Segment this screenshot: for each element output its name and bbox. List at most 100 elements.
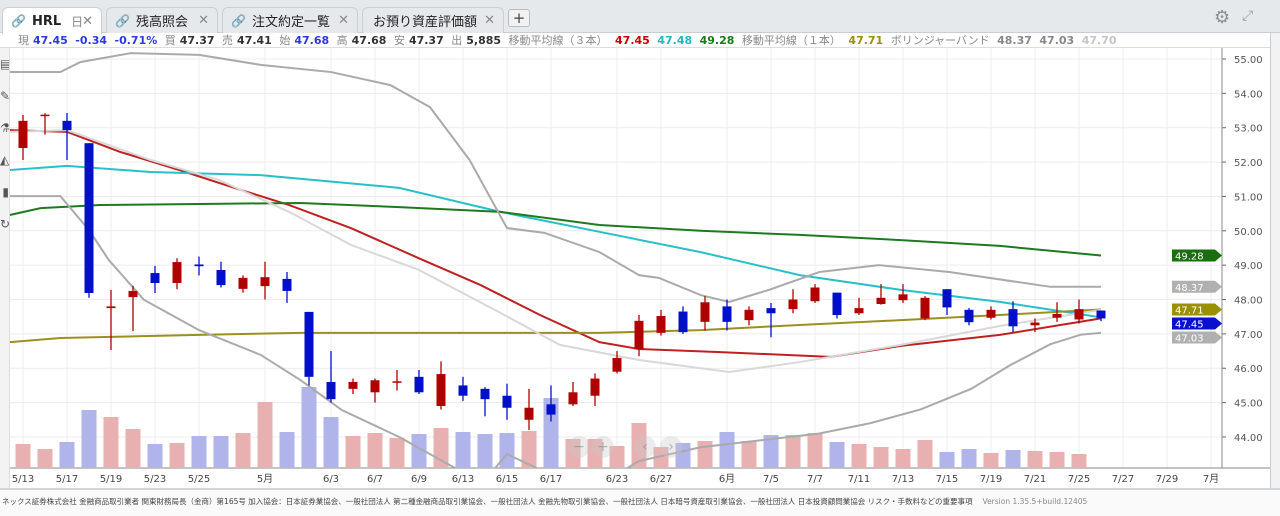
- pencil-icon[interactable]: ✎: [0, 89, 10, 103]
- x-tick-label: 6/3: [323, 474, 339, 485]
- volume-bar: [1005, 450, 1021, 468]
- version-label: Version 1.35.5+build.12405: [982, 497, 1088, 506]
- close-icon[interactable]: ✕: [82, 13, 93, 29]
- volume-bar: [609, 446, 625, 468]
- shape-icon[interactable]: ◭: [0, 153, 10, 167]
- candle-body: [392, 381, 402, 383]
- scroll-left-button[interactable]: ‹: [634, 436, 656, 458]
- ma3-value-1: 47.45: [615, 34, 650, 47]
- low: 47.37: [408, 34, 444, 47]
- candle-body: [1074, 309, 1084, 320]
- ma3-value-2: 47.48: [657, 34, 693, 47]
- volume-bar: [983, 453, 999, 468]
- candle-body: [172, 262, 182, 284]
- close-icon[interactable]: ✕: [338, 13, 349, 28]
- price-tag-label: 47.71: [1175, 305, 1204, 316]
- candlestick-chart[interactable]: 55.00 54.00 53.00 52.00 51.00 50.00 49.00 48.00…: [0, 48, 1270, 488]
- candle-body: [414, 376, 424, 393]
- bb-label: ボリンジャーバンド: [890, 34, 990, 47]
- candle-body: [1052, 313, 1062, 318]
- x-tick-label: 6/17: [540, 474, 562, 485]
- volume: 5,885: [466, 34, 502, 47]
- flask-icon[interactable]: ⚗: [0, 121, 10, 135]
- volume-bar: [961, 449, 977, 468]
- indicator-line: [10, 308, 1102, 344]
- volume-bar: [147, 444, 163, 468]
- tab-orders[interactable]: 🔗 注文約定一覧 ✕: [222, 7, 358, 33]
- volume-bar: [873, 447, 889, 468]
- tab-hrl[interactable]: 🔗 HRL 日 ✕: [2, 7, 102, 34]
- candle-body: [656, 316, 666, 333]
- bid-label: 買: [164, 34, 176, 47]
- candle-body: [480, 388, 490, 400]
- price-tag: [1172, 317, 1222, 330]
- candle-body: [744, 309, 754, 321]
- zoom-out-button[interactable]: −: [568, 436, 590, 458]
- scrollbar[interactable]: [1270, 33, 1280, 488]
- add-tab-button[interactable]: +: [508, 9, 530, 27]
- volume-bar: [829, 442, 845, 468]
- volume-bar: [125, 429, 141, 468]
- x-tick-label: 6/7: [367, 474, 383, 485]
- candle-body: [370, 380, 380, 393]
- candle-body: [18, 120, 28, 148]
- indicator-line: [10, 201, 1102, 257]
- price-tag: [1172, 249, 1222, 262]
- refresh-icon[interactable]: ↻: [0, 217, 10, 231]
- volume-bar: [191, 436, 207, 468]
- candle-body: [436, 374, 446, 407]
- drawing-toolbar: ▤ ✎ ⚗ ◭ ▮ ↻: [0, 48, 10, 488]
- volume-bar: [807, 433, 823, 468]
- y-tick-label: 49.00: [1234, 261, 1263, 272]
- volume-bar: [1027, 451, 1043, 468]
- candle-body: [1008, 309, 1018, 327]
- tab-balance[interactable]: 🔗 残高照会 ✕: [106, 7, 218, 33]
- current-label: 現: [18, 34, 29, 47]
- link-icon: 🔗: [11, 14, 26, 28]
- candle-body: [722, 306, 732, 322]
- gear-icon[interactable]: ⚙: [1214, 7, 1231, 28]
- calendar-icon[interactable]: ▤: [0, 48, 9, 80]
- bar-chart-icon[interactable]: ▮: [2, 185, 9, 199]
- y-tick-label: 55.00: [1234, 55, 1263, 66]
- bb-upper: 48.37: [997, 34, 1032, 47]
- candle-body: [282, 278, 292, 291]
- candle-body: [678, 311, 688, 333]
- x-tick-label: 5/23: [144, 474, 166, 485]
- plot-area: [10, 52, 1106, 468]
- zoom-in-button[interactable]: +: [592, 436, 614, 458]
- footer-disclosure[interactable]: ネックス証券株式会社 金融商品取引業者 関東財務局長（金商）第165号 加入協会…: [2, 497, 973, 506]
- candle-body: [216, 269, 226, 286]
- candle-body: [766, 308, 776, 314]
- high-label: 高: [336, 34, 348, 47]
- close-icon[interactable]: ✕: [484, 13, 495, 28]
- x-tick-label: 5/25: [188, 474, 210, 485]
- x-tick-label: 7/19: [980, 474, 1002, 485]
- candle-body: [876, 297, 886, 304]
- y-tick-label: 53.00: [1234, 124, 1263, 135]
- candle-body: [788, 299, 798, 310]
- candle-body: [986, 309, 996, 318]
- volume-bar: [587, 439, 603, 468]
- price-tag: [1172, 303, 1222, 316]
- close-icon[interactable]: ✕: [198, 13, 209, 28]
- x-tick-label: 7/11: [848, 474, 870, 485]
- volume-bar: [235, 433, 251, 468]
- candle-body: [502, 395, 512, 408]
- tab-assets[interactable]: お預り資産評価額 ✕: [362, 7, 504, 33]
- candle-body: [84, 143, 94, 293]
- expand-icon[interactable]: ⤢: [1242, 8, 1254, 24]
- scroll-right-button[interactable]: ›: [660, 436, 682, 458]
- volume-bar: [675, 443, 691, 468]
- volume-bar: [895, 449, 911, 468]
- y-tick-label: 50.00: [1234, 227, 1263, 238]
- x-tick-label: 5/13: [12, 474, 34, 485]
- low-label: 安: [393, 34, 405, 47]
- bid: 47.37: [179, 34, 215, 47]
- tab-label: HRL: [31, 13, 62, 29]
- volume-bar: [719, 432, 735, 468]
- candle-body: [1096, 310, 1106, 319]
- x-tick-label: 7/29: [1156, 474, 1178, 485]
- ma1-value: 47.71: [848, 34, 884, 47]
- volume-bar: [499, 433, 515, 468]
